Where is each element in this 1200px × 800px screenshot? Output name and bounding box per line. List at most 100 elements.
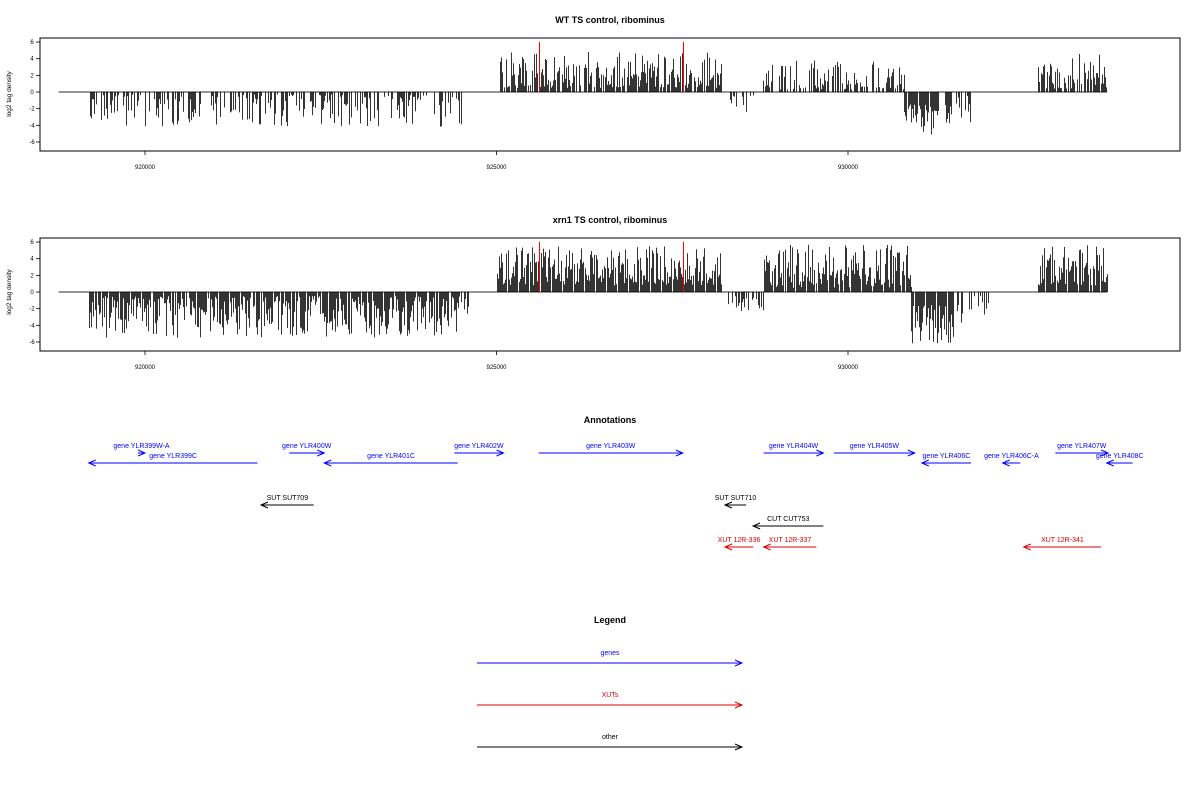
annotation-arrow-head <box>1022 543 1031 551</box>
annotation-label: gene YLR400W <box>282 443 332 450</box>
annotation-arrow-head <box>317 449 326 457</box>
y-tick-label: -2 <box>29 107 35 113</box>
annotation-arrow-head <box>1100 449 1110 457</box>
y-tick-label: -4 <box>29 123 35 129</box>
y-tick-label: 0 <box>30 90 34 96</box>
annotation-label: gene YLR408C <box>1096 453 1144 460</box>
annotation-arrow-head <box>87 459 96 467</box>
annotation-feature: XUT 12R-341 <box>1022 537 1102 551</box>
annotation-feature: gene YLR405W <box>833 443 917 457</box>
annotation-label: SUT SUT710 <box>715 495 757 502</box>
legend-arrow-head <box>734 659 744 667</box>
y-tick-label: 4 <box>30 257 34 263</box>
legend-label: XUTs <box>602 692 619 699</box>
annotation-arrow-head <box>907 449 917 457</box>
y-tick-label: 2 <box>30 273 34 279</box>
annotation-feature: gene YLR404W <box>763 443 825 457</box>
annotation-feature: gene YLR408C <box>1096 453 1144 467</box>
annotation-arrow-head <box>920 459 930 467</box>
wt-panel-title: WT TS control, ribominus <box>555 15 665 25</box>
xrn1-density-bars <box>58 242 1108 344</box>
annotation-label: gene YLR403W <box>586 443 636 450</box>
x-tick-label: 930000 <box>838 165 859 171</box>
annotation-feature: XUT 12R-336 <box>718 537 761 551</box>
annotation-feature: gene YLR401C <box>322 453 458 467</box>
y-tick-label: 0 <box>30 290 34 296</box>
annotation-feature: SUT SUT709 <box>259 495 314 509</box>
y-tick-label: 2 <box>30 73 34 79</box>
legend-panel: Legend genes XUTs other <box>477 615 744 751</box>
x-tick-label: 925000 <box>486 365 507 371</box>
xrn1-plot-frame <box>39 237 1181 352</box>
y-tick-label: 4 <box>30 57 34 63</box>
annotation-label: gene YLR399C <box>149 453 197 460</box>
annotation-label: SUT SUT709 <box>267 495 309 502</box>
y-tick-label: 6 <box>30 240 34 246</box>
annotation-label: gene YLR406C <box>923 453 971 460</box>
legend-arrow-head <box>734 743 744 751</box>
annotation-arrow-head <box>496 449 505 457</box>
wt-axis-ticks: 6 4 2 0 -2 -4 -6 920000 925000 930000 <box>29 40 858 171</box>
annotation-label: XUT 12R-336 <box>718 537 761 544</box>
annotations-title: Annotations <box>584 415 637 425</box>
annotation-label: XUT 12R-337 <box>769 537 812 544</box>
wt-plot-frame <box>39 37 1181 152</box>
y-tick-label: -6 <box>29 140 35 146</box>
legend-item: other <box>477 734 744 751</box>
wt-density-panel: WT TS control, ribominus log2 tag densit… <box>6 15 1181 171</box>
annotation-label: gene YLR404W <box>769 443 819 450</box>
x-tick-label: 920000 <box>135 165 156 171</box>
legend-items: genes XUTs other <box>477 650 744 751</box>
annotation-label: gene YLR405W <box>850 443 900 450</box>
annotation-arrow-head <box>751 522 761 530</box>
annotation-feature: XUT 12R-337 <box>762 537 817 551</box>
legend-label: genes <box>600 650 620 657</box>
annotation-label: XUT 12R-341 <box>1041 537 1084 544</box>
annotation-feature: gene YLR400W <box>282 443 332 457</box>
y-tick-label: -2 <box>29 307 35 313</box>
annotation-feature: gene YLR402W <box>454 443 505 457</box>
annotation-arrow-head <box>1001 459 1010 467</box>
annotation-label: gene YLR407W <box>1057 443 1107 450</box>
annotation-feature: gene YLR406C-A <box>984 453 1039 467</box>
annotation-feature: gene YLR403W <box>538 443 685 457</box>
annotation-label: gene YLR399W-A <box>113 443 169 450</box>
y-tick-label: -4 <box>29 323 35 329</box>
annotation-arrow-head <box>1105 459 1114 467</box>
annotation-feature: gene YLR399W-A <box>113 443 170 457</box>
annotation-feature: gene YLR406C <box>920 453 972 467</box>
legend-item: XUTs <box>477 692 744 709</box>
annotation-arrow-head <box>675 449 685 457</box>
annotation-feature: SUT SUT710 <box>715 495 757 509</box>
annotation-arrow-head <box>137 449 147 457</box>
annotation-label: gene YLR406C-A <box>984 453 1039 460</box>
x-tick-label: 925000 <box>486 165 507 171</box>
y-tick-label: 6 <box>30 40 34 46</box>
annotation-feature: CUT CUT753 <box>751 516 824 530</box>
annotation-feature: gene YLR407W <box>1055 443 1110 457</box>
annotation-arrow-head <box>762 543 771 551</box>
annotation-label: gene YLR402W <box>454 443 504 450</box>
xrn1-y-axis-label: log2 tag density <box>6 268 13 314</box>
legend-label: other <box>602 734 619 741</box>
annotation-arrow-head <box>723 543 733 551</box>
annotation-arrow-head <box>259 501 269 509</box>
legend-item: genes <box>477 650 744 667</box>
annotation-arrow-head <box>816 449 825 457</box>
xrn1-axis-ticks: 6 4 2 0 -2 -4 -6 920000 925000 930000 <box>29 240 858 371</box>
xrn1-density-panel: xrn1 TS control, ribominus log2 tag dens… <box>6 215 1181 371</box>
annotation-features: gene YLR399W-A gene YLR399C gene YLR400W ge… <box>87 443 1144 551</box>
annotation-label: CUT CUT753 <box>767 516 809 523</box>
xrn1-panel-title: xrn1 TS control, ribominus <box>553 215 668 225</box>
x-tick-label: 920000 <box>135 365 156 371</box>
annotation-arrow-head <box>322 459 332 467</box>
legend-title: Legend <box>594 615 626 625</box>
annotation-arrow-head <box>723 501 733 509</box>
annotation-feature: gene YLR399C <box>87 453 258 467</box>
y-tick-label: -6 <box>29 340 35 346</box>
x-tick-label: 930000 <box>838 365 859 371</box>
legend-arrow-head <box>734 701 744 709</box>
annotation-label: gene YLR401C <box>367 453 415 460</box>
